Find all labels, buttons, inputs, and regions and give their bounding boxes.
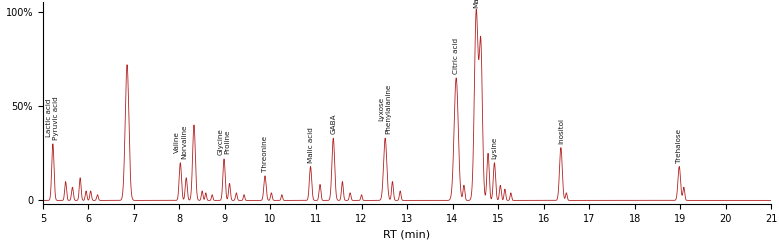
Text: GABA: GABA (330, 114, 337, 134)
Text: Glycine
Proline: Glycine Proline (217, 128, 231, 155)
Text: Lyxose
Phenylalanine: Lyxose Phenylalanine (379, 84, 392, 134)
Text: Mannose: Mannose (473, 0, 479, 8)
Text: Malic acid: Malic acid (308, 127, 313, 163)
Text: Valine
Norvaline: Valine Norvaline (174, 124, 187, 159)
X-axis label: RT (min): RT (min) (383, 230, 431, 240)
Text: Lactic acid
Pyruvic acid: Lactic acid Pyruvic acid (47, 96, 59, 140)
Text: Threonine: Threonine (262, 136, 268, 172)
Text: Inositol: Inositol (558, 118, 564, 144)
Text: Trehalose: Trehalose (676, 128, 682, 163)
Text: Lysine: Lysine (492, 136, 498, 159)
Text: Citric acid: Citric acid (453, 38, 459, 74)
